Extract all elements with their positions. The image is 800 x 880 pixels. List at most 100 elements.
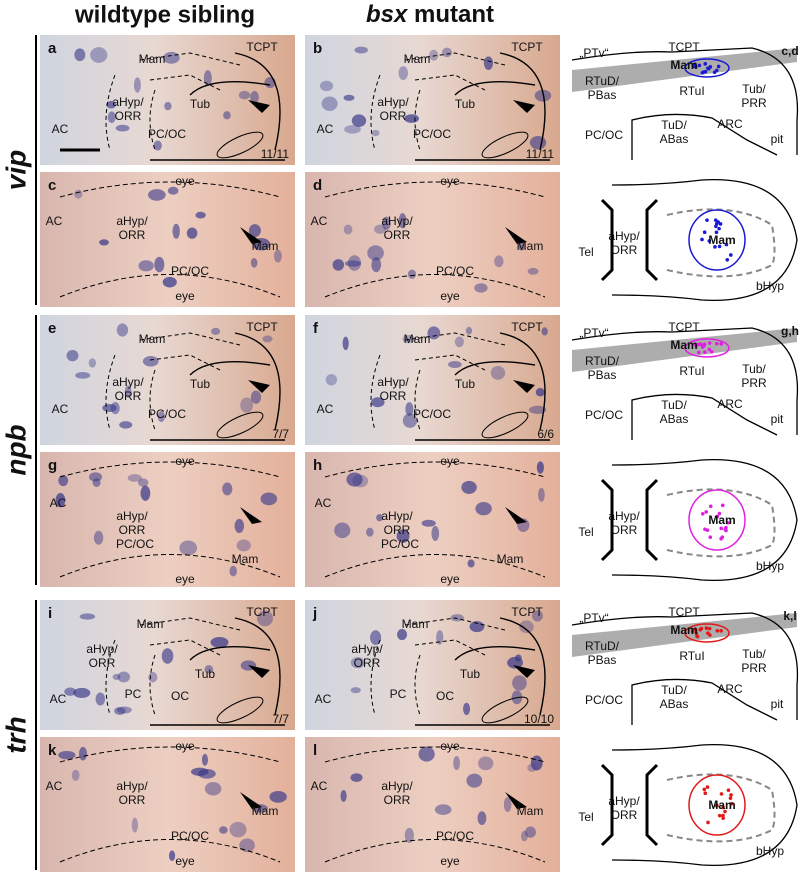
region-label: AC: [52, 122, 69, 136]
region-label: eye: [440, 854, 460, 868]
stain: [234, 518, 245, 534]
stain: [351, 114, 367, 128]
schematic-label: Mam: [670, 58, 697, 72]
region-border: [59, 746, 281, 863]
stain: [518, 242, 526, 251]
cell: [703, 62, 708, 66]
stain: [256, 610, 273, 627]
stain: [405, 402, 414, 417]
stain: [469, 621, 485, 633]
stain: [167, 186, 179, 195]
brain-outline: [611, 459, 798, 581]
cell: [725, 257, 730, 262]
schematic-label: ARC: [717, 117, 743, 131]
stain: [467, 559, 475, 568]
stain: [321, 96, 338, 111]
region-label: aHyp/: [381, 509, 413, 523]
cell: [706, 820, 710, 825]
cell: [700, 237, 704, 242]
schematic-label: Tel: [578, 810, 593, 824]
region-label: ORR: [115, 389, 142, 403]
stain: [520, 830, 528, 842]
panel-letter: d: [313, 177, 322, 194]
region-label: AC: [311, 779, 328, 793]
stain: [262, 335, 273, 343]
mam-region: [684, 58, 730, 78]
region-label: PC: [125, 687, 142, 701]
stain: [346, 472, 363, 487]
stain: [90, 47, 108, 63]
cell: [717, 226, 721, 231]
stain: [396, 529, 410, 543]
schematic-label: Tub/: [742, 82, 766, 96]
region-label: ORR: [119, 523, 146, 537]
stain: [320, 80, 334, 92]
region-label: TCPT: [246, 40, 278, 54]
pituitary: [216, 131, 264, 159]
stain: [78, 746, 88, 761]
schematic-label: „PTv“: [579, 46, 608, 60]
stain: [478, 756, 494, 771]
schematic-label: RTuI: [679, 649, 704, 663]
cell: [697, 63, 702, 68]
region-label: Mam: [517, 804, 544, 818]
stain: [260, 492, 278, 506]
schematic-label: bHyp: [756, 844, 784, 858]
schematic-label: g,h: [781, 324, 799, 338]
cell: [703, 791, 708, 796]
region-label: AC: [46, 779, 63, 793]
region-label: AC: [311, 214, 328, 228]
stain: [186, 227, 198, 239]
region-label: aHyp/: [116, 779, 148, 793]
stain: [250, 390, 262, 404]
cell: [721, 805, 725, 810]
bars: [600, 763, 659, 847]
schematic-label: PC/OC: [585, 693, 623, 707]
region-border: [105, 52, 241, 151]
stain: [107, 111, 116, 123]
schematic-label: RTuI: [679, 364, 704, 378]
cell: [703, 69, 708, 74]
cell: [728, 796, 733, 800]
region-label: aHyp/: [116, 214, 148, 228]
cell: [703, 350, 707, 355]
row-label: npb: [0, 424, 31, 475]
stain: [397, 629, 408, 641]
cell: [691, 64, 696, 69]
brain-outline: [571, 47, 799, 160]
region-label: aHyp/: [86, 642, 118, 656]
stain: [398, 213, 407, 229]
panel: eye AC aHyp/ORR Mam PC/OC eye d: [305, 172, 560, 307]
stain: [418, 746, 435, 762]
stain: [102, 404, 117, 413]
stain: [434, 804, 452, 815]
panel: TCPT Mam aHyp/ORR Tub AC PC OC j 10/10: [305, 600, 560, 730]
cell: [718, 222, 723, 226]
stain: [273, 249, 282, 263]
stain: [535, 388, 545, 397]
stain: [366, 527, 374, 537]
cell: [719, 792, 724, 796]
region-label: aHyp/: [351, 642, 383, 656]
stain: [201, 753, 208, 766]
stain: [429, 49, 439, 61]
cell: [702, 787, 707, 792]
stain: [450, 614, 464, 622]
stain: [138, 260, 154, 272]
panel-letter: l: [313, 742, 317, 759]
schematic-label: TuD/: [661, 118, 687, 132]
arrowhead: [240, 227, 262, 244]
brain-outline: [611, 179, 798, 301]
schematic-label: ABas: [660, 412, 689, 426]
stain: [344, 260, 362, 267]
plane-band: [572, 613, 797, 657]
schematic-ventral: Tel aHyp/ORR Mam bHyp: [578, 459, 798, 581]
stain: [204, 665, 214, 674]
schematic-label: pit: [771, 412, 784, 426]
stain: [404, 114, 420, 123]
schematic-label: ABas: [660, 132, 689, 146]
region-label: ORR: [119, 793, 146, 807]
stain: [407, 269, 417, 279]
cell: [715, 628, 720, 633]
